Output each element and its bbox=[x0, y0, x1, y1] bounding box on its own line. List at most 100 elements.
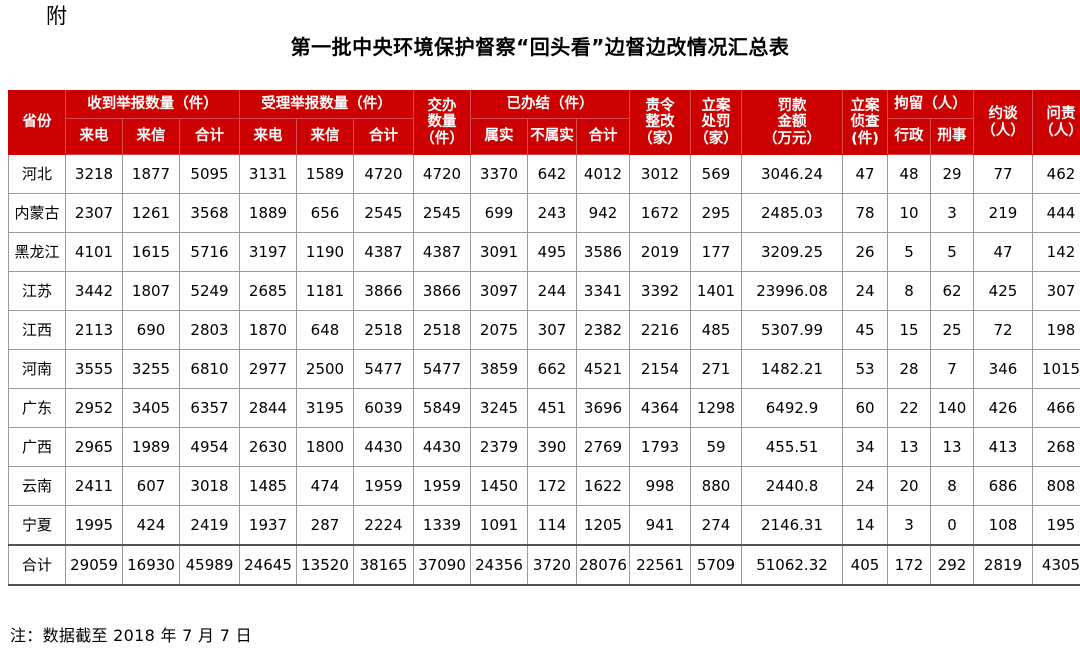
header-detention: 拘留（人） bbox=[887, 90, 974, 119]
data-cell: 4430 bbox=[413, 427, 471, 467]
data-cell: 485 bbox=[690, 310, 742, 350]
header-interview: 约谈 （人） bbox=[973, 90, 1033, 155]
data-cell: 1995 bbox=[65, 505, 123, 546]
data-cell: 7 bbox=[930, 349, 974, 389]
data-cell: 1959 bbox=[413, 466, 471, 506]
data-cell: 3341 bbox=[576, 271, 630, 311]
data-cell: 941 bbox=[629, 505, 691, 546]
data-cell: 690 bbox=[122, 310, 180, 350]
data-cell: 26 bbox=[842, 232, 888, 272]
data-cell: 3097 bbox=[470, 271, 528, 311]
province-name-cell: 云南 bbox=[8, 466, 66, 506]
data-cell: 1622 bbox=[576, 466, 630, 506]
data-cell: 4387 bbox=[353, 232, 414, 272]
summary-table-container: 省份 收到举报数量（件） 受理举报数量（件） 交办 数量 （件） 已办结（件） … bbox=[8, 90, 1080, 586]
data-cell: 648 bbox=[296, 310, 354, 350]
data-cell: 59 bbox=[690, 427, 742, 467]
data-cell: 3720 bbox=[527, 544, 577, 586]
data-cell: 24356 bbox=[470, 544, 528, 586]
data-cell: 172 bbox=[527, 466, 577, 506]
data-cell: 3218 bbox=[65, 154, 123, 194]
table-row: 河北 3218 1877 5095 3131 1589 4720 4720 3370 642 401… bbox=[8, 154, 1080, 194]
data-cell: 4012 bbox=[576, 154, 630, 194]
data-cell: 13520 bbox=[296, 544, 354, 586]
data-cell: 72 bbox=[973, 310, 1033, 350]
data-cell: 48 bbox=[887, 154, 931, 194]
data-cell: 699 bbox=[470, 193, 528, 233]
data-cell: 2154 bbox=[629, 349, 691, 389]
data-cell: 2216 bbox=[629, 310, 691, 350]
data-cell: 2977 bbox=[239, 349, 297, 389]
attachment-marker: 附 bbox=[46, 4, 67, 28]
data-cell: 346 bbox=[973, 349, 1033, 389]
data-cell: 3555 bbox=[65, 349, 123, 389]
data-cell: 8 bbox=[930, 466, 974, 506]
data-cell: 20 bbox=[887, 466, 931, 506]
data-cell: 3859 bbox=[470, 349, 528, 389]
data-cell: 307 bbox=[527, 310, 577, 350]
data-cell: 13 bbox=[930, 427, 974, 467]
data-cell: 3245 bbox=[470, 388, 528, 428]
header-province: 省份 bbox=[8, 90, 66, 155]
header-accepted-reports: 受理举报数量（件） bbox=[239, 90, 414, 119]
data-cell: 2485.03 bbox=[741, 193, 843, 233]
province-name-cell: 宁夏 bbox=[8, 505, 66, 546]
data-cell: 390 bbox=[527, 427, 577, 467]
data-cell: 51062.32 bbox=[741, 544, 843, 586]
data-cell: 0 bbox=[930, 505, 974, 546]
data-cell: 6357 bbox=[179, 388, 240, 428]
header-received-reports: 收到举报数量（件） bbox=[65, 90, 240, 119]
header-assigned-count: 交办 数量 （件） bbox=[413, 90, 471, 155]
data-cell: 466 bbox=[1032, 388, 1080, 428]
header-case-penalty: 立案 处罚 （家） bbox=[690, 90, 742, 155]
data-cell: 2382 bbox=[576, 310, 630, 350]
data-cell: 1261 bbox=[122, 193, 180, 233]
data-cell: 287 bbox=[296, 505, 354, 546]
province-name-cell: 内蒙古 bbox=[8, 193, 66, 233]
data-cell: 23996.08 bbox=[741, 271, 843, 311]
data-cell: 2769 bbox=[576, 427, 630, 467]
data-cell: 274 bbox=[690, 505, 742, 546]
data-cell: 3091 bbox=[470, 232, 528, 272]
data-cell: 3392 bbox=[629, 271, 691, 311]
data-cell: 2419 bbox=[179, 505, 240, 546]
table-header: 省份 收到举报数量（件） 受理举报数量（件） 交办 数量 （件） 已办结（件） … bbox=[8, 90, 1080, 155]
data-cell: 1190 bbox=[296, 232, 354, 272]
header-completed: 已办结（件） bbox=[470, 90, 630, 119]
data-cell: 3 bbox=[887, 505, 931, 546]
data-cell: 24645 bbox=[239, 544, 297, 586]
data-cell: 29059 bbox=[65, 544, 123, 586]
data-cell: 28 bbox=[887, 349, 931, 389]
data-cell: 271 bbox=[690, 349, 742, 389]
table-row: 黑龙江 4101 1615 5716 3197 1190 4387 4387 3091 495 35… bbox=[8, 232, 1080, 272]
data-cell: 5095 bbox=[179, 154, 240, 194]
data-cell: 4101 bbox=[65, 232, 123, 272]
header-received-total: 合计 bbox=[179, 118, 240, 155]
data-cell: 4364 bbox=[629, 388, 691, 428]
data-cell: 28076 bbox=[576, 544, 630, 586]
table-row: 宁夏 1995 424 2419 1937 287 2224 1339 1091 114 1205 9… bbox=[8, 505, 1080, 546]
data-cell: 1589 bbox=[296, 154, 354, 194]
table-total-row: 合计 29059 16930 45989 24645 13520 38165 37090 243… bbox=[8, 544, 1080, 586]
data-cell: 5307.99 bbox=[741, 310, 843, 350]
summary-table: 省份 收到举报数量（件） 受理举报数量（件） 交办 数量 （件） 已办结（件） … bbox=[8, 90, 1080, 586]
header-received-phone: 来电 bbox=[65, 118, 123, 155]
page-title: 第一批中央环境保护督察“回头看”边督边改情况汇总表 bbox=[290, 35, 790, 59]
data-cell: 2518 bbox=[413, 310, 471, 350]
data-cell: 1793 bbox=[629, 427, 691, 467]
table-row: 广西 2965 1989 4954 2630 1800 4430 4430 2379 390 276… bbox=[8, 427, 1080, 467]
data-cell: 2075 bbox=[470, 310, 528, 350]
data-cell: 4720 bbox=[413, 154, 471, 194]
header-completed-total: 合计 bbox=[576, 118, 630, 155]
data-cell: 1298 bbox=[690, 388, 742, 428]
data-cell: 3131 bbox=[239, 154, 297, 194]
header-detention-admin: 行政 bbox=[887, 118, 931, 155]
data-cell: 1672 bbox=[629, 193, 691, 233]
data-cell: 177 bbox=[690, 232, 742, 272]
data-cell: 6810 bbox=[179, 349, 240, 389]
header-row-top: 省份 收到举报数量（件） 受理举报数量（件） 交办 数量 （件） 已办结（件） … bbox=[8, 90, 1080, 155]
header-accountability: 问责 （人） bbox=[1032, 90, 1080, 155]
data-cell: 307 bbox=[1032, 271, 1080, 311]
data-cell: 942 bbox=[576, 193, 630, 233]
data-cell: 8 bbox=[887, 271, 931, 311]
